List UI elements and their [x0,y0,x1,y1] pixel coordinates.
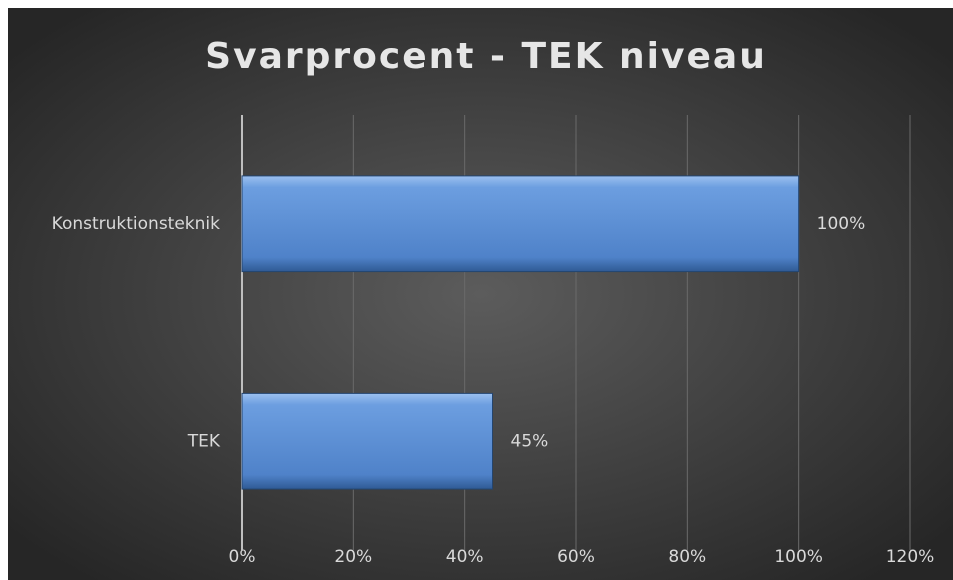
x-tick-label: 40% [446,547,484,567]
x-tick-label: 80% [668,547,706,567]
chart-title: Svarprocent - TEK niveau [205,36,767,77]
bar [241,175,800,273]
y-tick-label: Konstruktionsteknik [52,214,220,234]
x-tick-label: 120% [886,547,935,567]
data-label: 45% [511,431,549,451]
data-label: 100% [817,214,866,234]
x-tick-label: 60% [557,547,595,567]
y-tick-label: TEK [187,431,221,451]
x-tick-label: 0% [229,547,256,567]
x-tick-label: 100% [774,547,823,567]
bar [241,392,493,490]
x-tick-label: 20% [334,547,372,567]
chart-background [8,8,953,580]
